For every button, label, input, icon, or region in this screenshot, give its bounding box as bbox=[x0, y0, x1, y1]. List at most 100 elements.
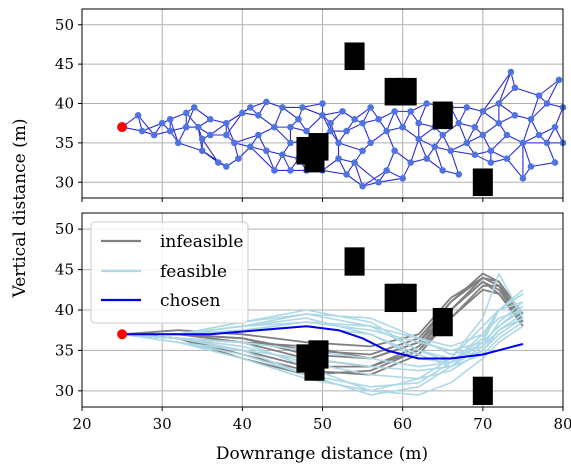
tree-edge bbox=[225, 112, 243, 136]
legend: infeasible feasible chosen bbox=[90, 221, 249, 324]
tree-edge bbox=[554, 107, 564, 128]
tree-edge bbox=[418, 126, 436, 140]
tree-node bbox=[287, 167, 294, 174]
tree-node bbox=[463, 139, 471, 147]
x-tick-label: 40 bbox=[233, 415, 252, 433]
tree-node bbox=[535, 131, 543, 139]
tree-node bbox=[299, 104, 306, 111]
tree-node bbox=[206, 115, 214, 123]
tree-edge bbox=[306, 114, 323, 132]
tree-edge bbox=[450, 150, 460, 175]
y-tick-label: 45 bbox=[55, 261, 74, 279]
tree-node bbox=[158, 119, 166, 127]
tree-node bbox=[407, 159, 414, 166]
tree-edge bbox=[322, 158, 339, 171]
legend-label-feasible: feasible bbox=[160, 262, 227, 282]
tree-edge bbox=[338, 142, 363, 152]
y-tick-label: 40 bbox=[55, 95, 74, 113]
tree-edge bbox=[482, 71, 512, 112]
obstacle bbox=[432, 307, 453, 337]
obstacle bbox=[432, 101, 453, 130]
tree-edge bbox=[169, 119, 179, 144]
tree-edge bbox=[538, 79, 560, 97]
tree-edge bbox=[386, 130, 396, 151]
tree-node bbox=[423, 155, 431, 162]
tree-node bbox=[399, 123, 406, 131]
tree-node bbox=[287, 123, 294, 131]
tree-node bbox=[479, 108, 487, 115]
tree-node bbox=[231, 139, 238, 147]
feasible-trajectory bbox=[122, 289, 524, 348]
tree-edge bbox=[530, 103, 548, 120]
tree-edge bbox=[506, 158, 524, 179]
tree-edge bbox=[209, 122, 227, 136]
tree-node bbox=[447, 147, 455, 155]
x-ticks-bottom: 20 30 40 50 60 70 80 bbox=[72, 407, 571, 433]
tree-edge bbox=[546, 142, 556, 163]
chosen-trajectory bbox=[122, 325, 524, 360]
legend-label-chosen: chosen bbox=[160, 291, 220, 311]
tree-edge bbox=[354, 162, 364, 187]
tree-edge bbox=[258, 114, 275, 128]
start-point bbox=[117, 329, 128, 340]
obstacle bbox=[396, 283, 417, 313]
tree-node bbox=[375, 178, 382, 186]
tree-node bbox=[182, 109, 190, 117]
tree-node bbox=[495, 119, 503, 127]
infeasible-trajectories bbox=[122, 272, 524, 376]
tree-node bbox=[255, 112, 262, 119]
tree-edge bbox=[386, 150, 396, 171]
tree-node bbox=[223, 119, 230, 127]
tree-node bbox=[263, 147, 270, 155]
tree-edge bbox=[362, 122, 372, 144]
tree-edge bbox=[346, 173, 363, 187]
y-tick-label: 35 bbox=[55, 341, 74, 359]
tree-node bbox=[399, 175, 406, 182]
x-tick-label: 60 bbox=[393, 415, 412, 433]
tree-edge bbox=[330, 122, 340, 144]
y-tick-label: 30 bbox=[55, 173, 74, 191]
tree-node bbox=[487, 159, 495, 166]
tree-edge bbox=[322, 169, 347, 175]
tree-node bbox=[415, 119, 423, 127]
tree-edge bbox=[386, 111, 396, 132]
obstacle bbox=[344, 247, 365, 276]
tree-edge bbox=[514, 87, 540, 97]
start-point-bottom bbox=[117, 329, 128, 340]
tree-node bbox=[279, 104, 286, 111]
feasible-trajectory bbox=[121, 309, 524, 388]
tree-node bbox=[327, 127, 334, 135]
x-tick-label: 80 bbox=[553, 415, 571, 433]
tree-node bbox=[463, 104, 471, 111]
tree-edge bbox=[225, 122, 235, 144]
tree-edge bbox=[402, 126, 420, 140]
tree-node bbox=[479, 131, 487, 139]
tree-node bbox=[455, 119, 463, 127]
tree-node bbox=[383, 127, 390, 135]
x-tick-label: 30 bbox=[153, 415, 172, 433]
tree-edge bbox=[418, 138, 428, 159]
tree-node bbox=[319, 112, 326, 119]
tree-edge bbox=[225, 106, 251, 124]
tree-node bbox=[391, 147, 398, 155]
x-tick-label: 50 bbox=[313, 415, 332, 433]
tree-edge bbox=[274, 126, 291, 144]
tree-node bbox=[247, 143, 254, 151]
obstacle bbox=[396, 77, 417, 106]
tree-node bbox=[182, 123, 190, 131]
obstacle bbox=[304, 144, 325, 173]
tree-edge bbox=[201, 138, 219, 163]
tree-node bbox=[511, 84, 519, 92]
x-axis-label: Downrange distance (m) bbox=[216, 444, 428, 464]
obstacle bbox=[344, 42, 365, 71]
tree-node bbox=[367, 104, 374, 111]
x-tick-label: 20 bbox=[72, 415, 91, 433]
tree-edge bbox=[450, 150, 475, 156]
tree-node bbox=[287, 139, 294, 147]
start-point-top bbox=[117, 122, 128, 133]
x-tick-label: 70 bbox=[473, 415, 492, 433]
tree-edge bbox=[354, 106, 371, 120]
tree-node bbox=[551, 159, 559, 166]
feasible-trajectories bbox=[121, 272, 524, 396]
feasible-trajectory bbox=[122, 313, 524, 380]
